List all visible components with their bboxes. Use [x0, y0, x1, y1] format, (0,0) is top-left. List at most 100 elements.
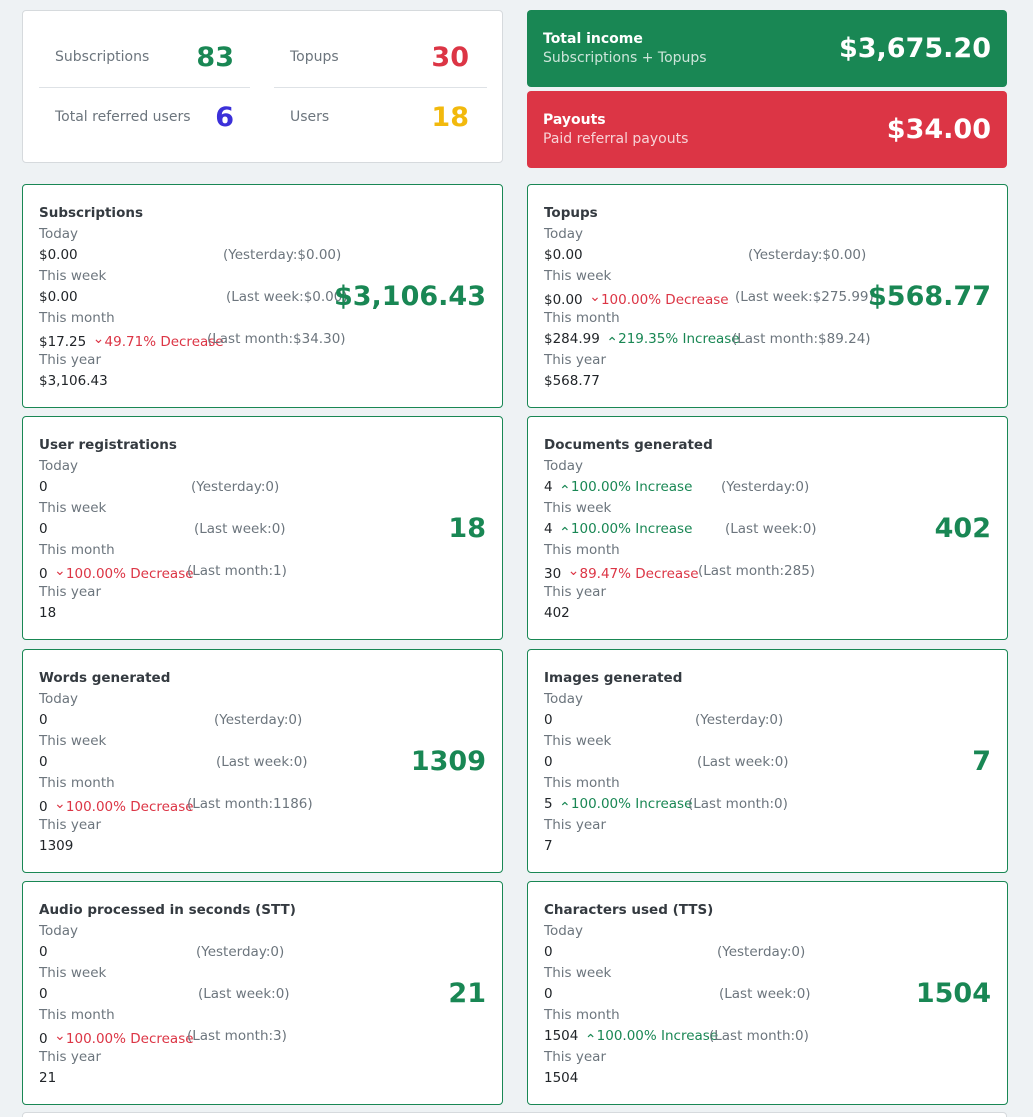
today-row: 4 ⌃100.00% Increase (Yesterday:0) [544, 477, 991, 499]
week-value: $0.00 [39, 289, 78, 305]
month-change: ⌃100.00% Increase [557, 794, 692, 819]
today-compare: (Yesterday:0) [695, 712, 784, 728]
month-value: $17.25 [39, 334, 87, 350]
week-label: This week [39, 733, 107, 749]
year-row: $3,106.43 [39, 371, 486, 392]
week-label: This week [544, 500, 612, 516]
today-row: 0 (Yesterday:0) [39, 942, 486, 963]
today-compare: (Yesterday:0) [721, 479, 810, 495]
today-compare: (Yesterday:0) [196, 944, 285, 960]
today-value: 0 [544, 712, 553, 728]
year-label: This year [39, 584, 101, 600]
card-total: 1504 [915, 978, 991, 1009]
today-change: ⌃100.00% Increase [557, 477, 692, 502]
card-total: 21 [448, 978, 486, 1009]
summary-referred-label: Total referred users [55, 109, 191, 125]
chevron-down-icon: ⌄ [54, 796, 66, 812]
summary-divider [39, 87, 250, 88]
today-row: 0 (Yesterday:0) [39, 710, 486, 731]
summary-topups-label: Topups [290, 49, 339, 65]
week-compare: (Last week:0) [198, 986, 290, 1002]
week-change: ⌄100.00% Decrease [589, 289, 729, 308]
week-compare: (Last week:$0.00) [226, 289, 348, 305]
week-compare: (Last week:0) [697, 754, 789, 770]
today-row: 0 (Yesterday:0) [544, 710, 991, 731]
month-change: ⌄100.00% Decrease [54, 1028, 194, 1047]
summary-users: Users 18 [274, 87, 485, 147]
year-value: $568.77 [544, 373, 600, 389]
card-title: User registrations [39, 437, 177, 453]
week-row: 0 (Last week:0) [39, 752, 486, 773]
week-row: 0 (Last week:0) [544, 752, 991, 773]
year-value: $3,106.43 [39, 373, 108, 389]
stat-card: Audio processed in seconds (STT) Today 0… [22, 881, 503, 1105]
month-change: ⌄100.00% Decrease [54, 796, 194, 815]
today-compare: (Yesterday:$0.00) [748, 247, 867, 263]
week-row: $0.00 (Last week:$0.00) [39, 287, 486, 308]
week-compare: (Last week:0) [719, 986, 811, 1002]
month-change: ⌃219.35% Increase [604, 329, 739, 354]
summary-divider [274, 87, 487, 88]
month-compare: (Last month:1186) [187, 796, 313, 812]
chevron-down-icon: ⌄ [54, 563, 66, 579]
month-change: ⌄89.47% Decrease [567, 563, 699, 582]
card-total: $3,106.43 [333, 281, 486, 312]
week-value: 4 [544, 521, 553, 537]
year-value: 18 [39, 605, 57, 621]
month-value: 0 [39, 1031, 48, 1047]
today-row: $0.00 (Yesterday:$0.00) [39, 245, 486, 266]
month-value: $284.99 [544, 331, 600, 347]
week-value: 0 [39, 754, 48, 770]
week-label: This week [544, 965, 612, 981]
card-title: Images generated [544, 670, 683, 686]
month-label: This month [39, 775, 115, 791]
income-title: Total income [543, 31, 643, 47]
today-row: 0 (Yesterday:0) [544, 942, 991, 963]
summary-users-value: 18 [431, 101, 469, 133]
card-title: Topups [544, 205, 598, 221]
week-row: 0 (Last week:0) [39, 519, 486, 540]
chevron-down-icon: ⌄ [54, 1028, 66, 1044]
month-label: This month [544, 1007, 620, 1023]
card-title: Words generated [39, 670, 171, 686]
summary-topups: Topups 30 [274, 27, 485, 87]
today-compare: (Yesterday:0) [191, 479, 280, 495]
chevron-up-icon: ⌃ [606, 335, 618, 351]
year-value: 1309 [39, 838, 74, 854]
month-value: 0 [39, 566, 48, 582]
month-row: $17.25 ⌄49.71% Decrease (Last month:$34.… [39, 329, 486, 350]
week-label: This week [544, 268, 612, 284]
month-label: This month [544, 310, 620, 326]
card-total: 7 [972, 746, 991, 777]
month-change: ⌄49.71% Decrease [92, 331, 224, 350]
chevron-up-icon: ⌃ [559, 800, 571, 816]
year-label: This year [39, 817, 101, 833]
payouts-title: Payouts [543, 112, 606, 128]
summary-subscriptions-value: 83 [196, 41, 234, 73]
today-label: Today [39, 458, 79, 474]
year-label: This year [544, 584, 606, 600]
week-value: 0 [39, 986, 48, 1002]
summary-referred: Total referred users 6 [39, 87, 250, 147]
total-income-banner: Total income Subscriptions + Topups $3,6… [527, 10, 1007, 87]
week-value: 0 [39, 521, 48, 537]
today-label: Today [39, 226, 79, 242]
month-row: 1504 ⌃100.00% Increase (Last month:0) [544, 1026, 991, 1048]
card-total: 1309 [410, 746, 486, 777]
stat-card: Subscriptions Today $0.00 (Yesterday:$0.… [22, 184, 503, 408]
summary-panel: Subscriptions 83 Topups 30 Total referre… [22, 10, 503, 163]
year-row: 1309 [39, 836, 486, 857]
card-total: 18 [448, 513, 486, 544]
card-total: $568.77 [868, 281, 991, 312]
chevron-down-icon: ⌄ [589, 289, 601, 305]
year-value: 1504 [544, 1070, 579, 1086]
week-change: ⌃100.00% Increase [557, 519, 692, 544]
month-row: 30 ⌄89.47% Decrease (Last month:285) [544, 561, 991, 582]
month-value: 0 [39, 799, 48, 815]
year-label: This year [544, 1049, 606, 1065]
week-label: This week [39, 500, 107, 516]
month-change: ⌃100.00% Increase [583, 1026, 718, 1051]
week-compare: (Last week:$275.99) [735, 289, 874, 305]
week-value: 0 [544, 986, 553, 1002]
today-compare: (Yesterday:0) [214, 712, 303, 728]
